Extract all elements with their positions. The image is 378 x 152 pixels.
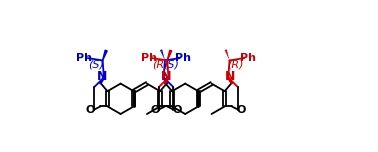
Text: (R): (R) (153, 59, 169, 69)
Text: N: N (161, 70, 171, 83)
Text: (R): (R) (228, 59, 244, 69)
Text: O: O (150, 105, 160, 115)
Text: N: N (225, 70, 236, 83)
Polygon shape (167, 50, 172, 60)
Text: O: O (86, 105, 95, 115)
Text: N: N (96, 70, 107, 83)
Text: (S): (S) (163, 59, 179, 69)
Polygon shape (102, 50, 107, 60)
Text: O: O (237, 105, 246, 115)
Text: Ph: Ph (76, 53, 92, 63)
Text: Ph: Ph (175, 53, 191, 63)
Text: O: O (172, 105, 181, 115)
Text: (S): (S) (88, 59, 104, 69)
Text: Ph: Ph (141, 53, 157, 63)
Text: N: N (161, 70, 171, 83)
Text: Ph: Ph (240, 53, 256, 63)
